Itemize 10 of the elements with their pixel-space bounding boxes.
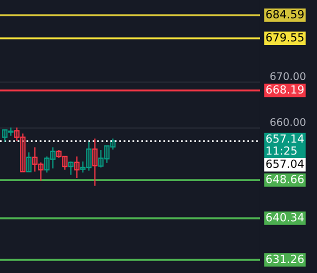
y-tick-label: 660.00 (270, 118, 306, 126)
ref-line-label: 640.34 (266, 213, 304, 222)
y-tick-label: 670.00 (270, 72, 306, 80)
text: 657.04 (266, 160, 304, 168)
ref-line-label: 684.59 (266, 10, 304, 18)
ref-line-label: 679.55 (266, 33, 304, 42)
ref-line-label: 631.26 (266, 254, 304, 264)
ref-line-label: 657.14 11:25 (266, 134, 304, 155)
ref-line-label: 668.19 (266, 85, 304, 94)
ref-line-label: 648.66 (266, 174, 304, 184)
